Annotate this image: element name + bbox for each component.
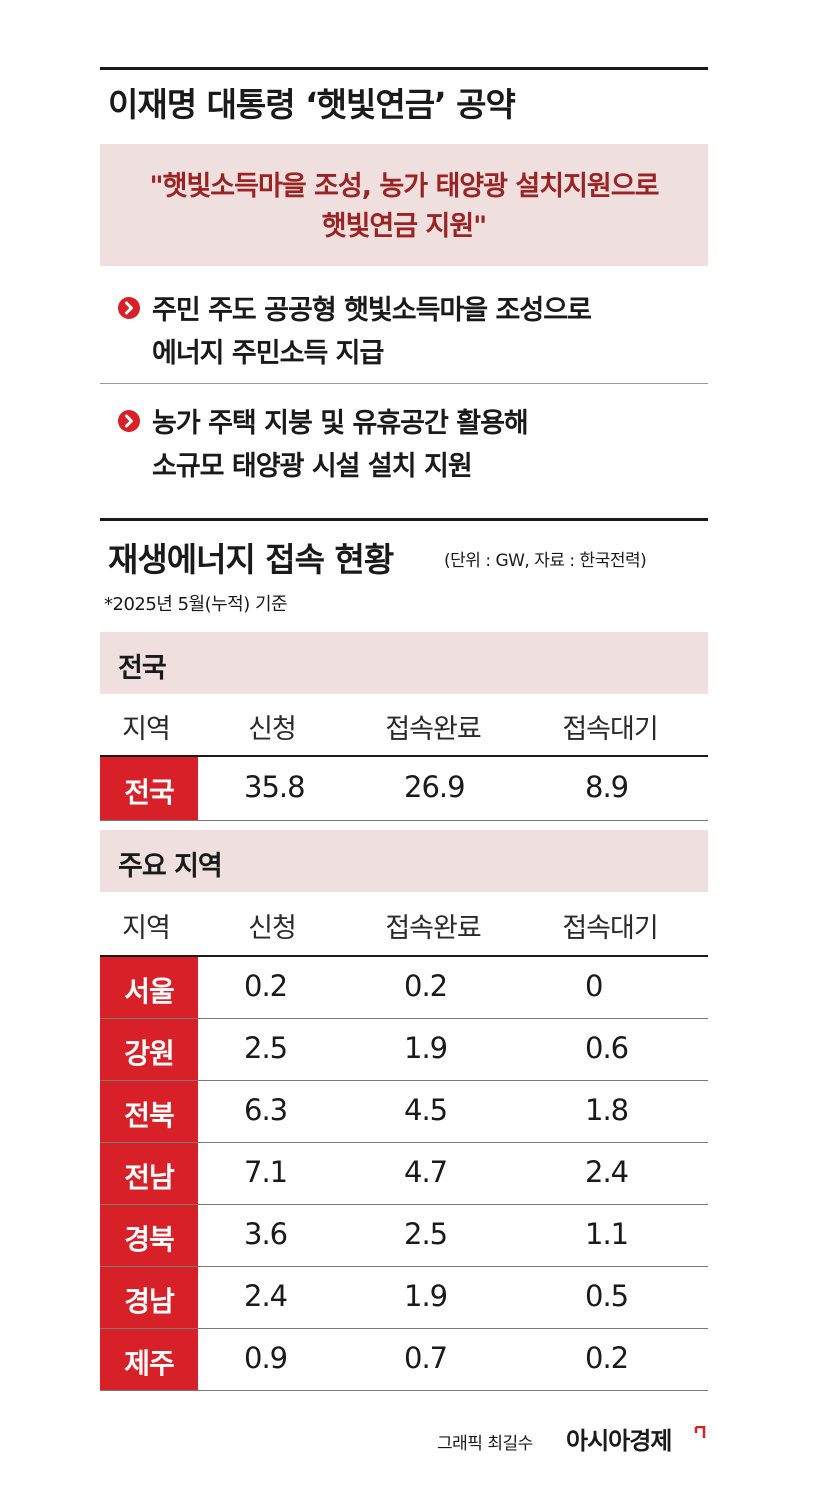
region-label-cell: 강원 bbox=[100, 1019, 198, 1080]
column-header-waiting: 접속대기 bbox=[562, 913, 658, 944]
pledge-quote-box: "햇빛소득마을 조성, 농가 태양광 설치지원으로 햇빛연금 지원" bbox=[100, 144, 708, 266]
cell-connected: 0.7 bbox=[404, 1341, 448, 1375]
row-divider bbox=[100, 1204, 708, 1205]
pledge-bullet-2-line-1: 농가 주택 지붕 및 유휴공간 활용해 bbox=[152, 408, 529, 439]
bullet-divider bbox=[100, 383, 708, 384]
region-label: 전남 bbox=[124, 1161, 175, 1194]
graphic-credit: 그래픽 최길수 bbox=[437, 1434, 533, 1454]
top-rule bbox=[100, 67, 708, 70]
region-label-cell: 전북 bbox=[100, 1081, 198, 1142]
pledge-title: 이재명 대통령 ‘햇빛연금’ 공약 bbox=[108, 85, 516, 124]
cell-connected: 1.9 bbox=[404, 1279, 448, 1313]
row-divider bbox=[100, 820, 708, 821]
region-label: 제주 bbox=[124, 1347, 175, 1380]
cell-applied: 2.4 bbox=[244, 1279, 288, 1313]
column-header-waiting: 접속대기 bbox=[562, 714, 658, 745]
status-rule bbox=[100, 518, 708, 521]
header-underline bbox=[100, 755, 708, 757]
column-header-connected: 접속완료 bbox=[385, 714, 481, 745]
row-divider bbox=[100, 1390, 708, 1391]
cell-connected: 4.7 bbox=[404, 1155, 448, 1189]
chevron-right-circle-icon bbox=[118, 297, 140, 319]
status-title: 재생에너지 접속 현황 bbox=[108, 540, 394, 579]
region-label: 강원 bbox=[124, 1037, 175, 1070]
section-band-regions: 주요 지역 bbox=[100, 830, 708, 892]
cell-waiting: 8.9 bbox=[585, 770, 629, 804]
cell-applied: 7.1 bbox=[244, 1155, 288, 1189]
cell-waiting: 0.2 bbox=[585, 1341, 629, 1375]
pledge-quote-line-1: "햇빛소득마을 조성, 농가 태양광 설치지원으로 bbox=[149, 171, 660, 202]
cell-connected: 4.5 bbox=[404, 1093, 448, 1127]
column-header-connected: 접속완료 bbox=[385, 913, 481, 944]
cell-waiting: 0.6 bbox=[585, 1031, 629, 1065]
status-unit: (단위 : GW, 자료 : 한국전력) bbox=[444, 551, 647, 571]
row-divider bbox=[100, 1328, 708, 1329]
row-divider bbox=[100, 1266, 708, 1267]
column-header-applied: 신청 bbox=[248, 913, 297, 944]
region-label: 경북 bbox=[124, 1223, 175, 1256]
chevron-right-circle-icon bbox=[118, 410, 140, 432]
pledge-bullet-2: 농가 주택 지붕 및 유휴공간 활용해 소규모 태양광 시설 설치 지원 bbox=[108, 397, 708, 487]
cell-applied: 2.5 bbox=[244, 1031, 288, 1065]
section-band-national: 전국 bbox=[100, 632, 708, 694]
region-label: 경남 bbox=[124, 1285, 175, 1318]
region-label: 전북 bbox=[124, 1099, 175, 1132]
pledge-bullet-2-line-2: 소규모 태양광 시설 설치 지원 bbox=[152, 451, 473, 482]
cell-waiting: 2.4 bbox=[585, 1155, 629, 1189]
cell-connected: 26.9 bbox=[404, 770, 466, 804]
section-label-national: 전국 bbox=[118, 653, 167, 684]
cell-applied: 0.9 bbox=[244, 1341, 288, 1375]
pledge-bullet-1-line-2: 에너지 주민소득 지급 bbox=[152, 338, 384, 369]
row-divider bbox=[100, 1142, 708, 1143]
cell-connected: 1.9 bbox=[404, 1031, 448, 1065]
cell-connected: 2.5 bbox=[404, 1217, 448, 1251]
region-label-cell: 경북 bbox=[100, 1205, 198, 1266]
region-label-cell: 경남 bbox=[100, 1267, 198, 1328]
cell-applied: 0.2 bbox=[244, 969, 288, 1003]
pledge-quote-line-2: 햇빛연금 지원" bbox=[321, 211, 488, 242]
cell-waiting: 1.1 bbox=[585, 1217, 629, 1251]
region-label-cell: 제주 bbox=[100, 1329, 198, 1390]
region-label-cell: 서울 bbox=[100, 957, 198, 1018]
cell-connected: 0.2 bbox=[404, 969, 448, 1003]
corner-bracket-icon bbox=[694, 1425, 706, 1444]
row-divider bbox=[100, 1080, 708, 1081]
section-label-regions: 주요 지역 bbox=[118, 851, 223, 882]
cell-applied: 35.8 bbox=[244, 770, 306, 804]
pledge-bullet-1-line-1: 주민 주도 공공형 햇빛소득마을 조성으로 bbox=[152, 295, 592, 326]
cell-waiting: 0.5 bbox=[585, 1279, 629, 1313]
cell-waiting: 1.8 bbox=[585, 1093, 629, 1127]
column-header-region: 지역 bbox=[122, 913, 171, 944]
status-note: *2025년 5월(누적) 기준 bbox=[104, 594, 288, 615]
cell-applied: 6.3 bbox=[244, 1093, 288, 1127]
header-underline bbox=[100, 955, 708, 957]
region-label: 전국 bbox=[124, 776, 175, 809]
column-header-applied: 신청 bbox=[248, 714, 297, 745]
pledge-bullet-1: 주민 주도 공공형 햇빛소득마을 조성으로 에너지 주민소득 지급 bbox=[108, 284, 708, 374]
region-label-cell: 전국 bbox=[100, 757, 198, 820]
cell-waiting: 0 bbox=[585, 969, 603, 1003]
region-label: 서울 bbox=[124, 975, 175, 1008]
cell-applied: 3.6 bbox=[244, 1217, 288, 1251]
row-divider bbox=[100, 1018, 708, 1019]
region-label-cell: 전남 bbox=[100, 1143, 198, 1204]
brand-logo-text: 아시아경제 bbox=[566, 1427, 672, 1455]
column-header-region: 지역 bbox=[122, 714, 171, 745]
